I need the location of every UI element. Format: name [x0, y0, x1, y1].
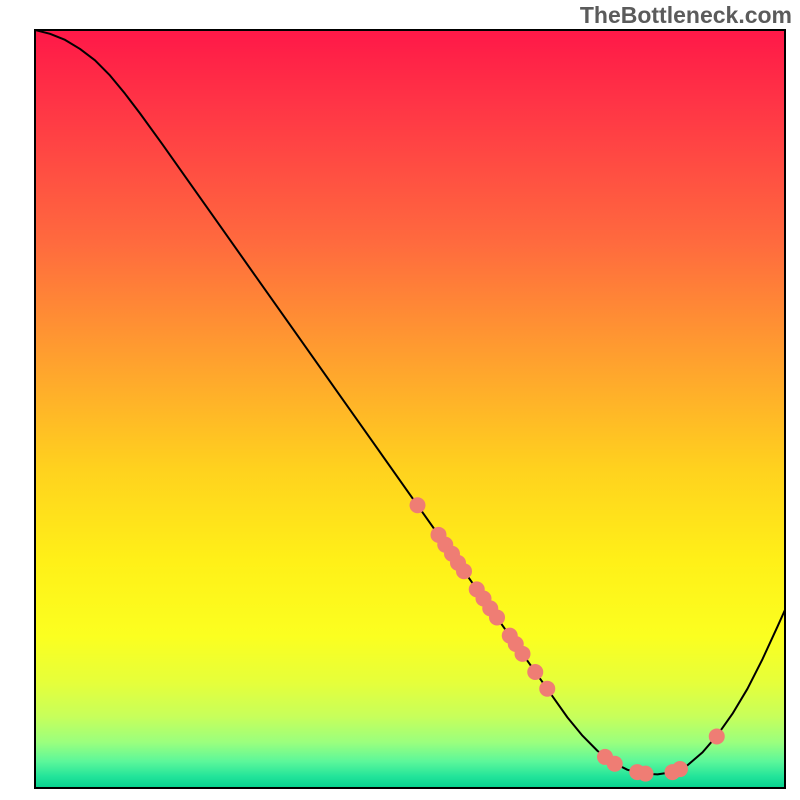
curve-marker — [709, 728, 725, 744]
curve-marker — [539, 681, 555, 697]
curve-marker — [607, 756, 623, 772]
curve-marker — [527, 664, 543, 680]
curve-marker — [638, 766, 654, 782]
curve-marker — [672, 761, 688, 777]
watermark-text: TheBottleneck.com — [580, 2, 792, 29]
bottleneck-curve-chart — [0, 0, 800, 800]
curve-marker — [515, 646, 531, 662]
plot-background — [35, 30, 785, 788]
curve-marker — [456, 563, 472, 579]
curve-marker — [410, 497, 426, 513]
chart-stage: TheBottleneck.com — [0, 0, 800, 800]
curve-marker — [489, 609, 505, 625]
